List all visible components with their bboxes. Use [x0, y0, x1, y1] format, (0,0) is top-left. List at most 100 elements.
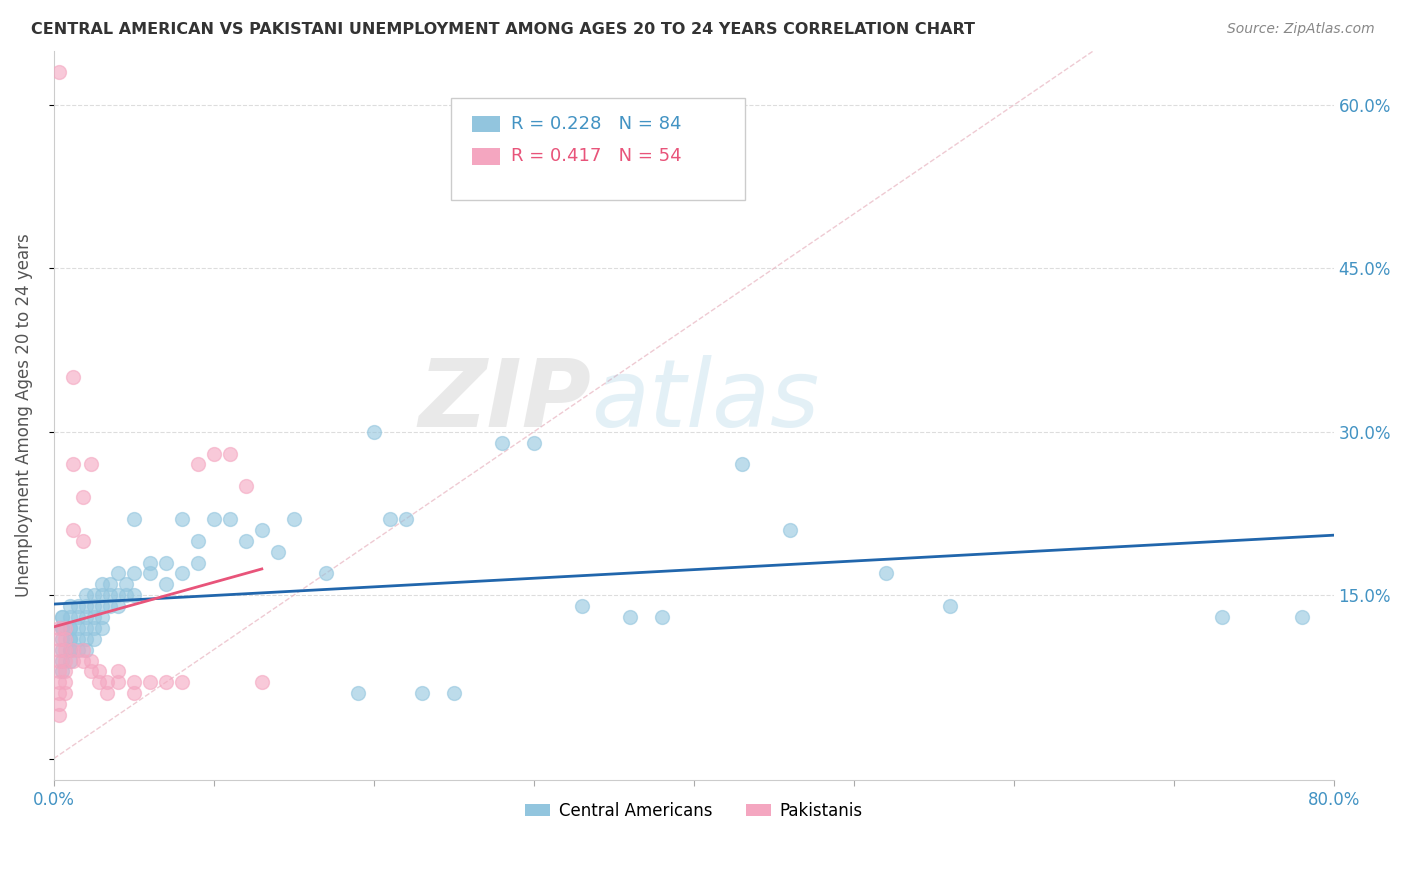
Point	[51, 665, 73, 679]
Point	[139, 675, 162, 690]
Point	[107, 675, 129, 690]
Point	[48, 686, 70, 700]
Point	[62, 370, 84, 384]
Text: Source: ZipAtlas.com: Source: ZipAtlas.com	[1227, 22, 1375, 37]
Point	[53, 632, 76, 646]
Point	[98, 588, 121, 602]
Point	[411, 686, 433, 700]
Point	[51, 610, 73, 624]
Point	[53, 686, 76, 700]
Point	[48, 697, 70, 711]
Point	[122, 686, 145, 700]
Point	[53, 621, 76, 635]
Point	[75, 621, 97, 635]
Point	[83, 632, 105, 646]
Point	[139, 556, 162, 570]
Point	[53, 675, 76, 690]
Point	[235, 479, 257, 493]
Point	[51, 621, 73, 635]
Point	[315, 566, 337, 581]
Point	[122, 512, 145, 526]
Point	[62, 642, 84, 657]
Point	[48, 708, 70, 723]
Point	[90, 588, 112, 602]
Point	[90, 621, 112, 635]
Point	[170, 512, 193, 526]
Point	[90, 610, 112, 624]
Bar	[472, 116, 501, 132]
Point	[114, 577, 136, 591]
Point	[96, 686, 118, 700]
Point	[250, 675, 273, 690]
Point	[96, 675, 118, 690]
Point	[187, 533, 209, 548]
Point	[72, 653, 94, 667]
Point	[1291, 610, 1313, 624]
Point	[283, 512, 305, 526]
Point	[443, 686, 465, 700]
Point	[122, 675, 145, 690]
Point	[235, 533, 257, 548]
Legend: Central Americans, Pakistanis: Central Americans, Pakistanis	[519, 796, 869, 827]
Point	[48, 65, 70, 79]
Point	[619, 610, 641, 624]
Point	[491, 435, 513, 450]
Point	[59, 632, 82, 646]
Point	[66, 621, 89, 635]
Point	[72, 642, 94, 657]
Point	[202, 447, 225, 461]
Point	[571, 599, 593, 613]
Point	[267, 544, 290, 558]
Point	[59, 642, 82, 657]
Point	[79, 653, 101, 667]
Point	[98, 599, 121, 613]
Point	[218, 512, 240, 526]
Point	[87, 665, 110, 679]
Point	[75, 642, 97, 657]
Point	[363, 425, 385, 439]
Point	[875, 566, 897, 581]
Point	[51, 642, 73, 657]
Point	[51, 653, 73, 667]
Point	[66, 599, 89, 613]
Text: ZIP: ZIP	[419, 355, 592, 447]
Point	[202, 512, 225, 526]
Point	[107, 566, 129, 581]
Point	[72, 533, 94, 548]
Point	[48, 632, 70, 646]
Point	[51, 632, 73, 646]
Point	[523, 435, 546, 450]
Point	[48, 621, 70, 635]
Point	[155, 577, 177, 591]
Point	[62, 653, 84, 667]
Point	[378, 512, 401, 526]
Text: CENTRAL AMERICAN VS PAKISTANI UNEMPLOYMENT AMONG AGES 20 TO 24 YEARS CORRELATION: CENTRAL AMERICAN VS PAKISTANI UNEMPLOYME…	[31, 22, 974, 37]
Point	[122, 588, 145, 602]
Point	[107, 599, 129, 613]
Point	[59, 653, 82, 667]
Point	[107, 665, 129, 679]
Point	[66, 642, 89, 657]
Point	[51, 621, 73, 635]
Point	[59, 642, 82, 657]
Text: atlas: atlas	[592, 355, 820, 446]
Point	[170, 566, 193, 581]
FancyBboxPatch shape	[450, 98, 745, 200]
Point	[51, 610, 73, 624]
Bar	[472, 148, 501, 164]
Point	[59, 599, 82, 613]
Point	[155, 556, 177, 570]
Point	[87, 675, 110, 690]
Point	[48, 653, 70, 667]
Point	[90, 577, 112, 591]
Point	[48, 642, 70, 657]
Point	[79, 458, 101, 472]
Point	[62, 458, 84, 472]
Point	[122, 566, 145, 581]
Point	[938, 599, 960, 613]
Point	[779, 523, 801, 537]
Point	[83, 588, 105, 602]
Point	[75, 588, 97, 602]
Point	[170, 675, 193, 690]
Point	[346, 686, 368, 700]
